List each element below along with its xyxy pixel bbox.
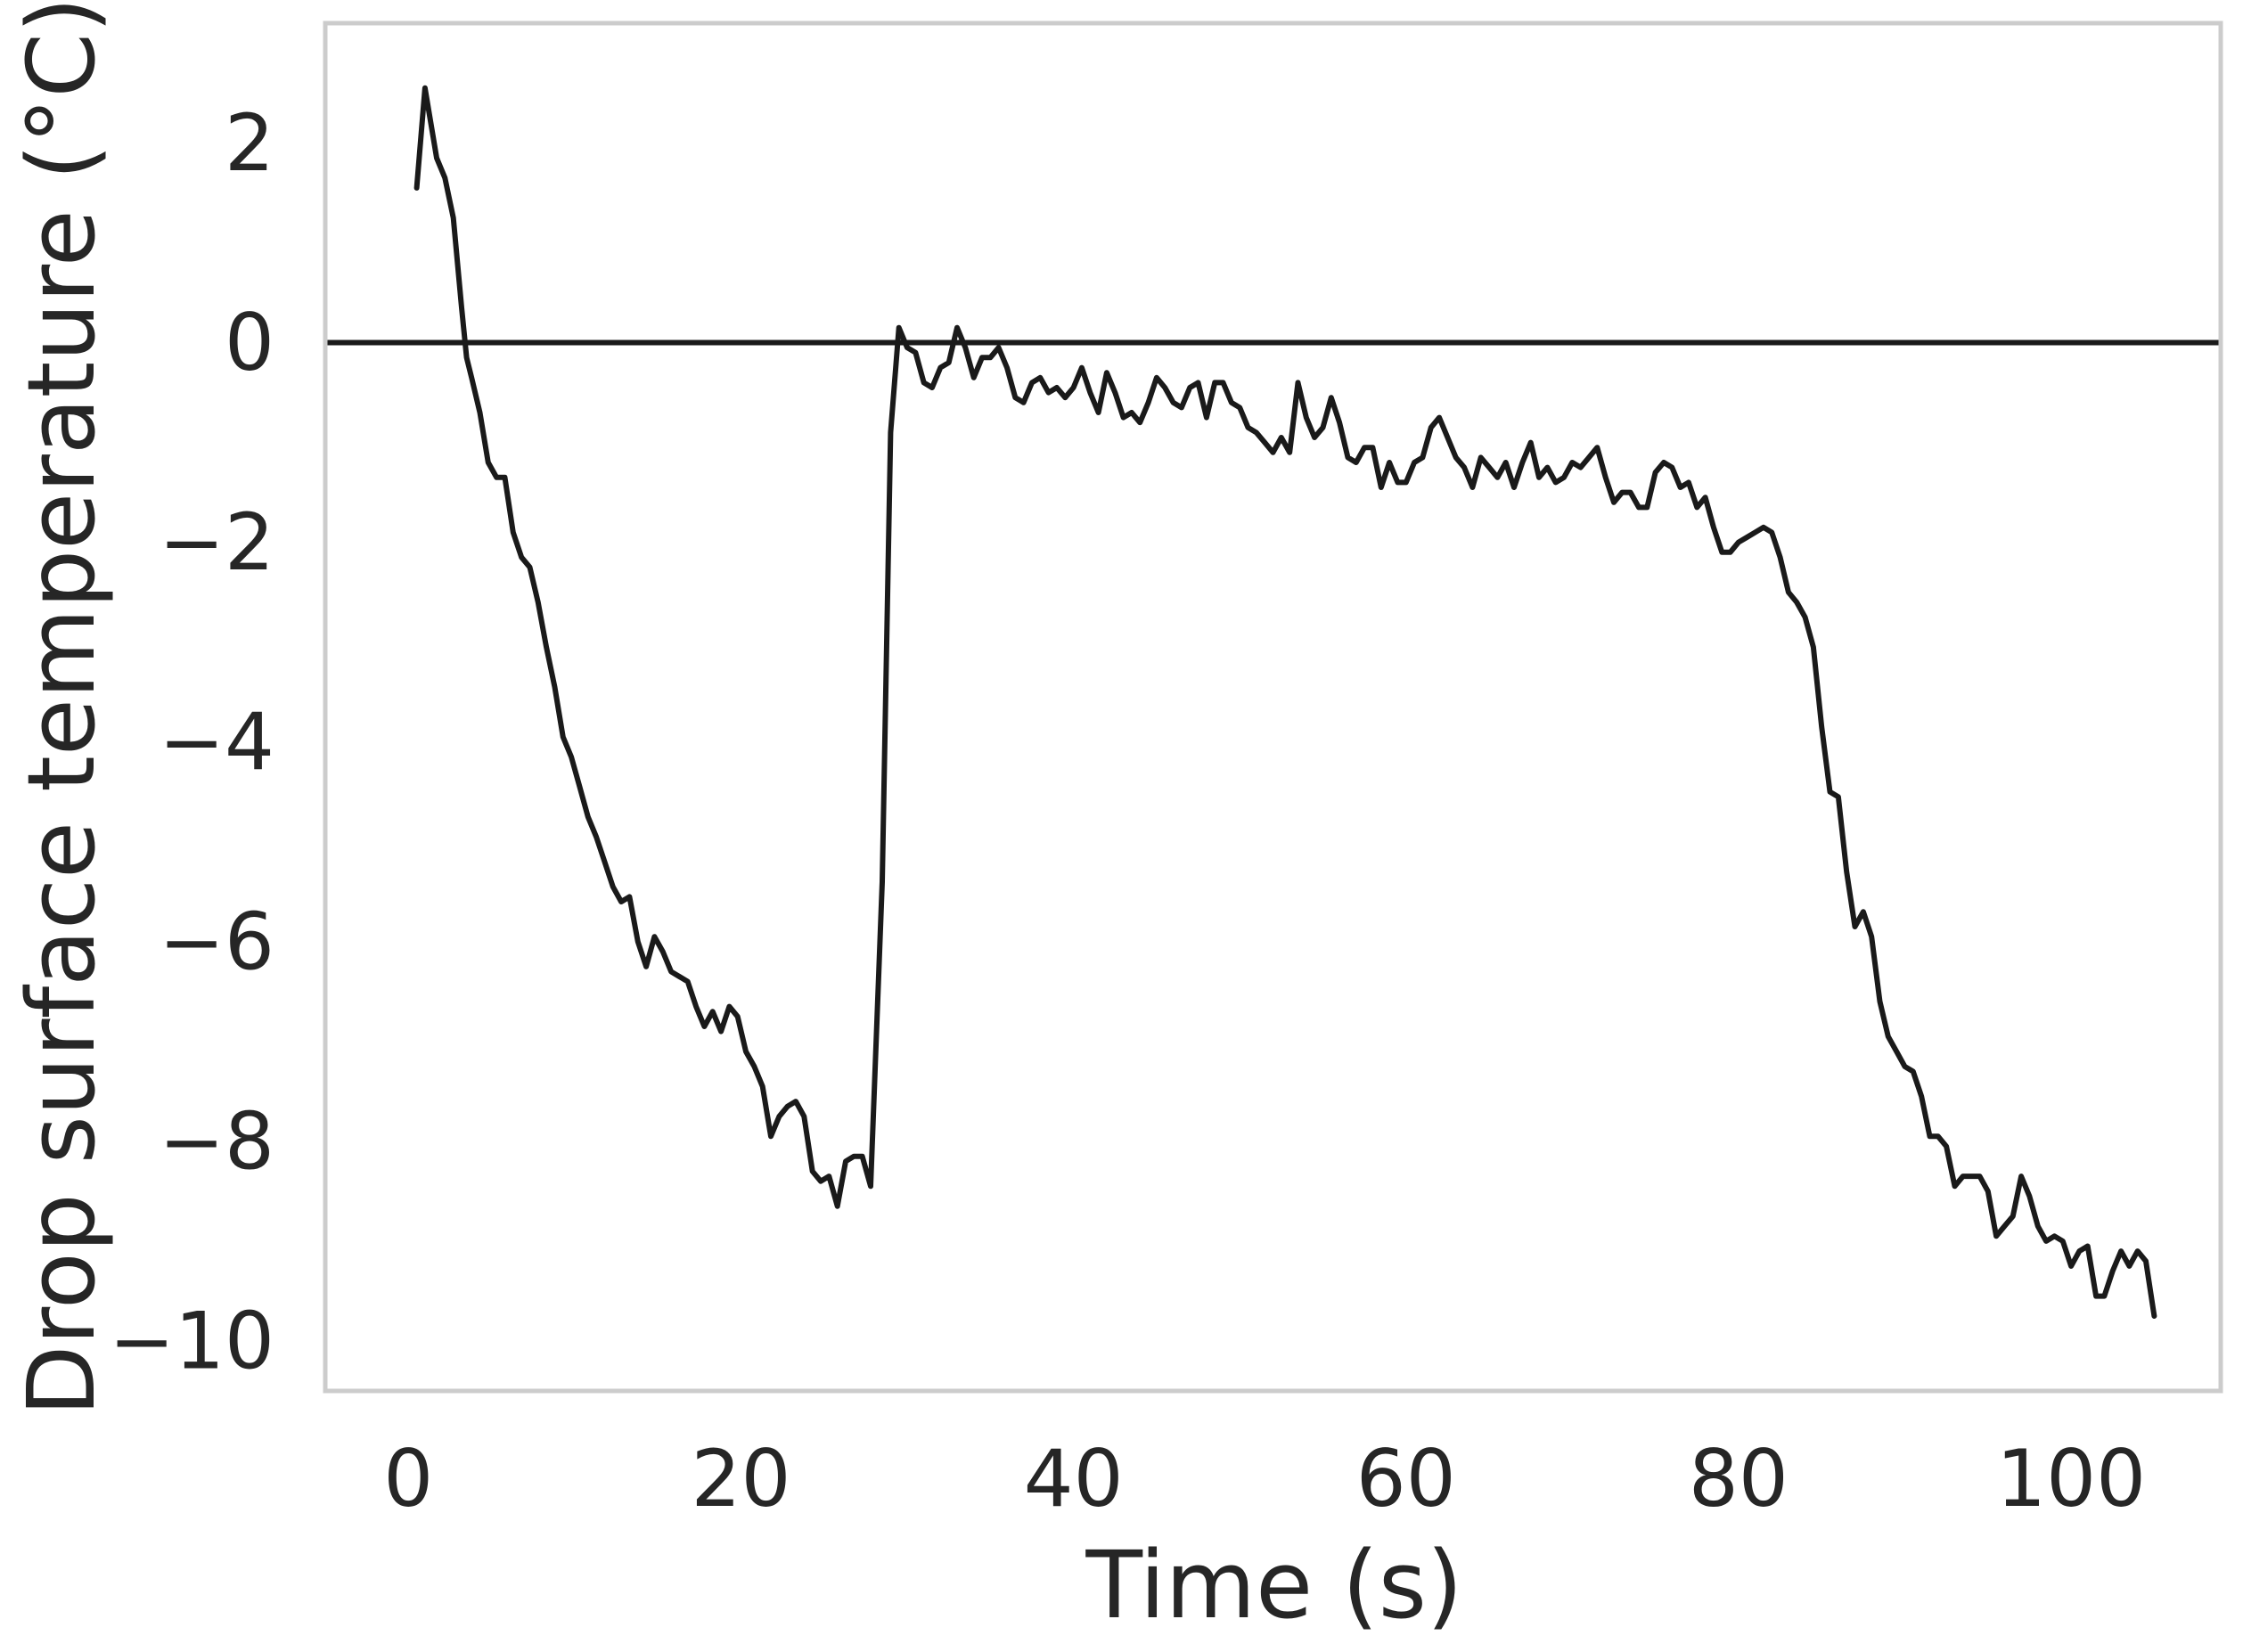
- x-tick-label: 60: [1356, 1433, 1456, 1525]
- y-tick-label: −6: [159, 896, 274, 987]
- x-tick-label: 80: [1689, 1433, 1789, 1525]
- y-tick-label: −8: [159, 1095, 274, 1187]
- y-tick-label: −2: [159, 496, 274, 588]
- y-axis-title: Drop surface temperature (°C): [7, 0, 116, 1417]
- y-tick-label: 2: [225, 97, 274, 189]
- x-tick-label: 100: [1996, 1433, 2146, 1525]
- temperature-series-line: [413, 85, 2157, 1319]
- x-axis-title: Time (s): [1085, 1531, 1463, 1640]
- y-tick-label: −4: [159, 696, 274, 788]
- y-tick-label: 0: [225, 297, 274, 388]
- x-tick-label: 40: [1024, 1433, 1124, 1525]
- y-tick-label: −10: [109, 1295, 274, 1386]
- plot-frame: [323, 20, 2223, 1394]
- plot-area: [323, 20, 2223, 1394]
- x-tick-label: 0: [383, 1433, 433, 1525]
- x-tick-label: 20: [691, 1433, 790, 1525]
- x-axis-ticks: 0 20 40 60 80 100: [383, 1433, 2146, 1525]
- y-axis-ticks: 2 0 −2 −4 −6 −8 −10: [109, 97, 274, 1387]
